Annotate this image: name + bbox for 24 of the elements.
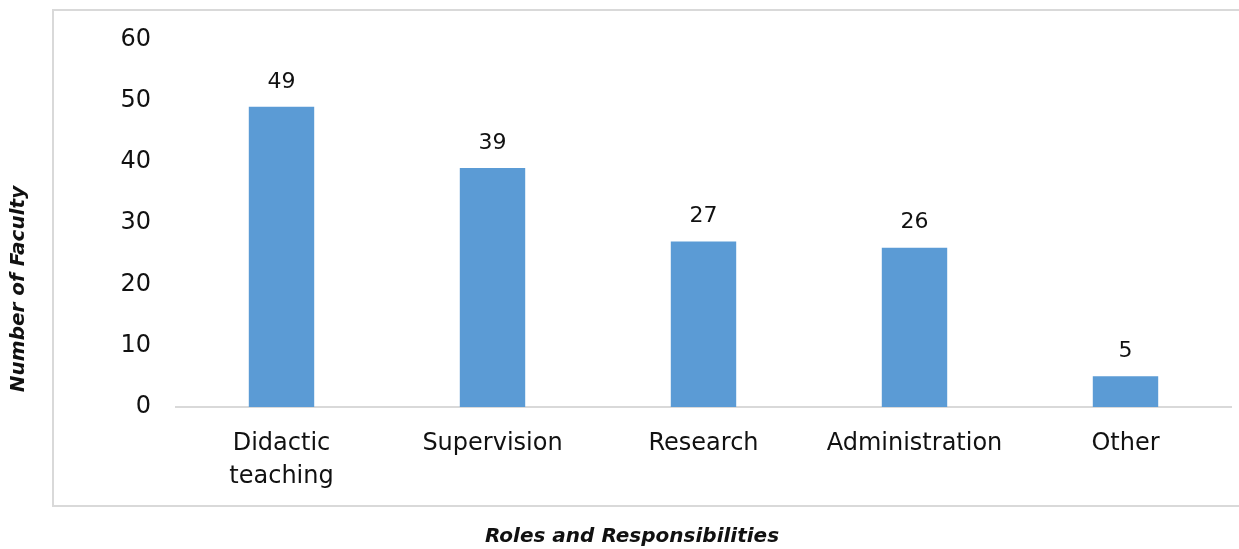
y-tick-label: 50 bbox=[120, 84, 151, 113]
x-tick-label: Other bbox=[1091, 428, 1160, 457]
data-label: 26 bbox=[900, 208, 929, 234]
y-tick-label: 20 bbox=[120, 268, 151, 297]
bar bbox=[248, 106, 315, 407]
y-tick-label: 0 bbox=[135, 391, 151, 420]
bar bbox=[670, 241, 737, 407]
bar bbox=[1092, 376, 1159, 407]
y-tick-label: 10 bbox=[120, 329, 151, 358]
x-tick-label: Didactic teaching bbox=[229, 428, 334, 489]
data-label: 5 bbox=[1118, 337, 1133, 363]
data-label: 49 bbox=[267, 67, 296, 93]
x-tick-label: Research bbox=[648, 428, 759, 457]
bar bbox=[881, 247, 948, 407]
x-tick-label: Supervision bbox=[422, 428, 563, 457]
x-tick-label: Administration bbox=[826, 428, 1003, 457]
data-label: 39 bbox=[478, 128, 507, 154]
data-label: 27 bbox=[689, 202, 718, 228]
bar bbox=[459, 168, 526, 407]
x-axis-title: Roles and Responsibilities bbox=[484, 523, 780, 548]
y-tick-label: 40 bbox=[120, 146, 151, 175]
y-tick-label: 60 bbox=[120, 23, 151, 52]
y-axis-title: Number of Faculty bbox=[5, 184, 30, 393]
y-tick-label: 30 bbox=[120, 207, 151, 236]
